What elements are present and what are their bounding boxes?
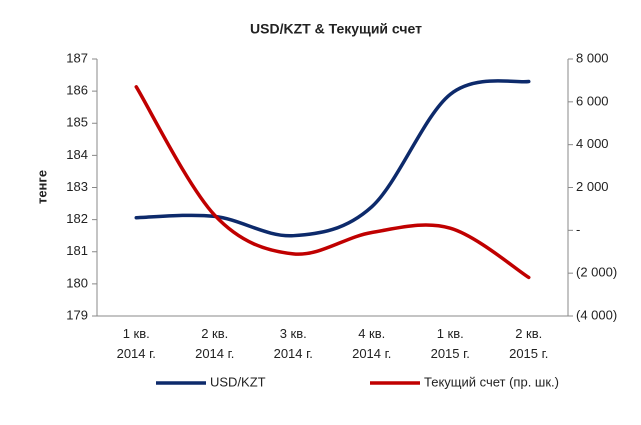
y2-tick-label: - [576,222,580,237]
y-tick-label: 179 [66,307,88,322]
x-tick-label: 2 кв. 2014 г. [195,326,235,361]
x-tick-box: 1 кв. 2015 г. [430,326,470,361]
y-tick-label: 186 [66,83,88,98]
y-tick-label: 180 [66,275,88,290]
y-tick-label: 187 [66,50,88,65]
y-tick-label: 184 [66,147,88,162]
y2-tick-label: 8 000 [576,50,609,65]
series-line [134,85,531,280]
legend-label: USD/KZT [210,374,266,389]
x-tick-box: 4 кв. 2014 г. [352,326,392,361]
x-tick-label: 2 кв. 2015 г. [509,326,549,361]
x-tick-box: 2 кв. 2014 г. [195,326,235,361]
y-axis-label: тенге [34,170,49,204]
y-tick-label: 181 [66,243,88,258]
y-tick-label: 185 [66,115,88,130]
y-tick-label: 182 [66,211,88,226]
legend-label: Текущий счет (пр. шк.) [424,374,559,389]
x-tick-label: 1 кв. 2015 г. [430,326,470,361]
y2-tick-label: (4 000) [576,307,617,322]
y2-tick-label: 2 000 [576,179,609,194]
x-tick-label: 3 кв. 2014 г. [273,326,313,361]
y2-tick-label: 6 000 [576,93,609,108]
y2-tick-label: 4 000 [576,136,609,151]
x-tick-label: 4 кв. 2014 г. [352,326,392,361]
x-tick-box: 2 кв. 2015 г. [509,326,549,361]
x-tick-box: 1 кв. 2014 г. [116,326,156,361]
x-tick-box: 3 кв. 2014 г. [273,326,313,361]
chart-title: USD/KZT & Текущий счет [250,21,422,37]
x-tick-label: 1 кв. 2014 г. [116,326,156,361]
series-line [134,79,531,238]
y2-tick-label: (2 000) [576,265,617,280]
y-tick-label: 183 [66,179,88,194]
